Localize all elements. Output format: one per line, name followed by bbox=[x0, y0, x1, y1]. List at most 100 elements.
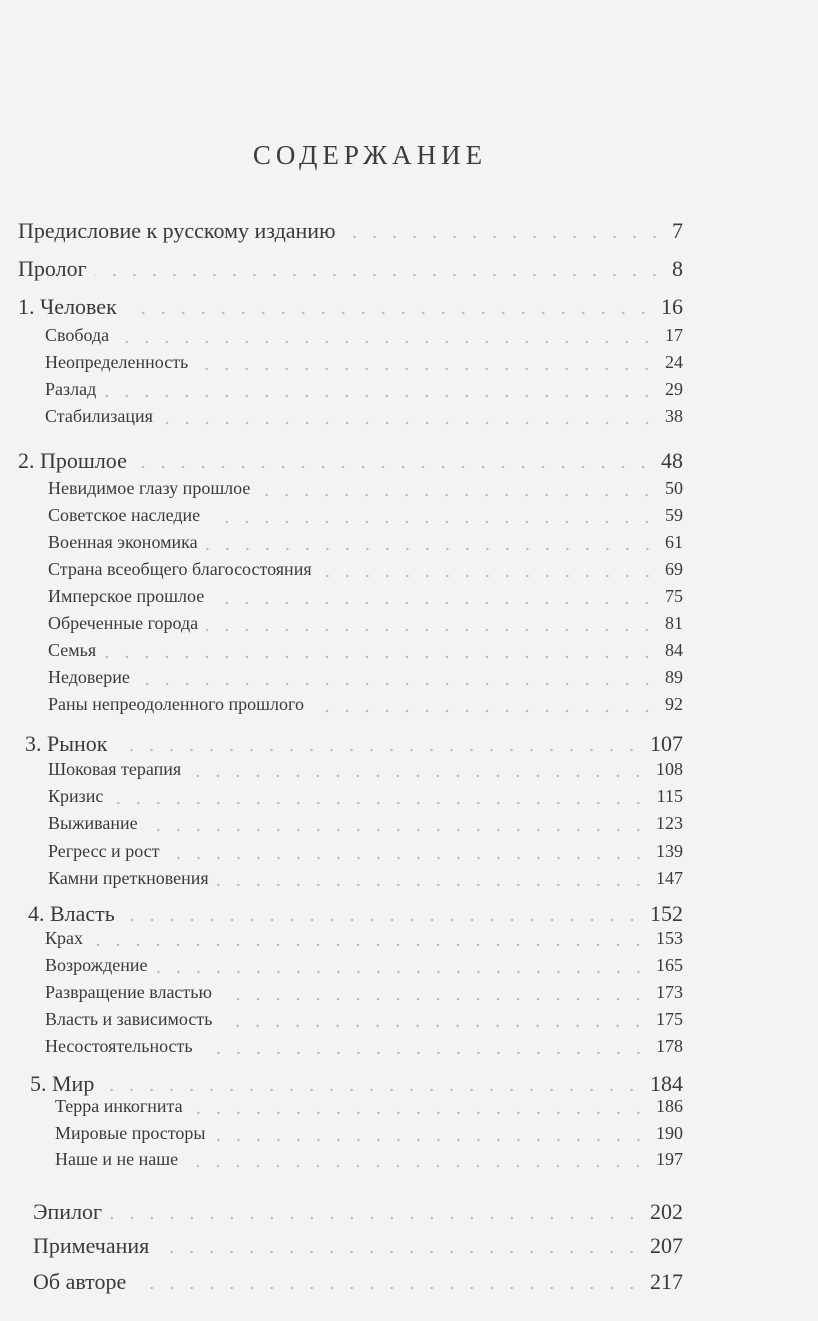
dot-leader bbox=[200, 1050, 648, 1055]
toc-entry-title: Предисловие к русскому изданию bbox=[18, 218, 336, 243]
dot-leader bbox=[104, 654, 657, 659]
toc-entry-page: 29 bbox=[665, 379, 683, 399]
toc-entry-title: Регресс и рост bbox=[48, 841, 160, 861]
toc-entry: Разлад 29 bbox=[45, 379, 683, 400]
toc-entry: Несостоятельность 178 bbox=[45, 1036, 683, 1057]
toc-entry-title: Выживание bbox=[48, 813, 138, 833]
toc-entry: Регресс и рост 139 bbox=[48, 841, 683, 862]
toc-entry-title: Военная экономика bbox=[48, 532, 198, 552]
toc-entry: Невидимое глазу прошлое 50 bbox=[48, 478, 683, 499]
toc-entry-page: 197 bbox=[656, 1149, 683, 1169]
toc-entry-title: Примечания bbox=[33, 1233, 150, 1258]
toc-entry-page: 17 bbox=[665, 325, 683, 345]
toc-entry-title: Несостоятельность bbox=[45, 1036, 193, 1056]
toc-entry-page: 123 bbox=[656, 813, 683, 833]
toc-entry-title: Кризис bbox=[48, 786, 104, 806]
toc-entry-page: 7 bbox=[672, 218, 683, 243]
toc-entry-page: 92 bbox=[665, 694, 683, 714]
dot-leader bbox=[343, 235, 664, 239]
toc-entry-title: Терра инкогнита bbox=[55, 1096, 183, 1116]
toc-entry: Имперское прошлое 75 bbox=[48, 586, 683, 607]
dot-leader bbox=[102, 1088, 642, 1092]
toc-entry: Выживание 123 bbox=[48, 813, 683, 834]
toc-entry-page: 202 bbox=[650, 1199, 683, 1224]
toc-entry-page: 75 bbox=[665, 586, 683, 606]
dot-leader bbox=[137, 681, 657, 686]
dot-leader bbox=[134, 465, 653, 469]
toc-entry-page: 81 bbox=[665, 613, 683, 633]
toc-entry: Наше и не наше 197 bbox=[55, 1149, 683, 1170]
dot-leader bbox=[115, 748, 642, 752]
toc-entry-page: 178 bbox=[656, 1036, 683, 1056]
dot-leader bbox=[186, 1163, 648, 1168]
toc-entry: Свобода 17 bbox=[45, 325, 683, 346]
dot-leader bbox=[110, 1216, 642, 1220]
dot-leader bbox=[160, 420, 657, 425]
toc-entry-title: Крах bbox=[45, 928, 83, 948]
dot-leader bbox=[219, 996, 648, 1001]
toc-entry-title: Советское наследие bbox=[48, 505, 201, 525]
dot-leader bbox=[155, 969, 648, 974]
toc-entry-page: 184 bbox=[650, 1071, 683, 1096]
toc-entry-title: Возрождение bbox=[45, 955, 148, 975]
toc-entry: Кризис 115 bbox=[48, 786, 683, 807]
dot-leader bbox=[220, 1023, 648, 1028]
toc-entry-page: 207 bbox=[650, 1233, 683, 1258]
dot-leader bbox=[216, 882, 648, 887]
toc-entry-page: 107 bbox=[650, 731, 683, 756]
toc-entry-title: Свобода bbox=[45, 325, 110, 345]
toc-entry-page: 108 bbox=[656, 759, 683, 779]
toc-entry-title: Неопределенность bbox=[45, 352, 189, 372]
toc-entry-title: Страна всеобщего благосостояния bbox=[48, 559, 312, 579]
toc-entry-title: Власть и зависимость bbox=[45, 1009, 213, 1029]
toc-entry-page: 48 bbox=[661, 448, 683, 473]
toc-entry: 3. Рынок 107 bbox=[25, 731, 683, 757]
toc-entry-title: Имперское прошлое bbox=[48, 586, 205, 606]
toc-entry-page: 217 bbox=[650, 1269, 683, 1294]
toc-entry: Пролог 8 bbox=[18, 256, 683, 282]
page-title: СОДЕРЖАНИЕ bbox=[252, 140, 488, 170]
toc-entry-title: Семья bbox=[48, 640, 97, 660]
toc-entry-page: 50 bbox=[665, 478, 683, 498]
toc-entry-page: 61 bbox=[665, 532, 683, 552]
dot-leader bbox=[189, 773, 648, 778]
toc-entry: 1. Человек 16 bbox=[18, 294, 683, 320]
toc-entry-title: Разлад bbox=[45, 379, 97, 399]
dot-leader bbox=[104, 393, 657, 398]
toc-entry-title: 3. Рынок bbox=[25, 731, 108, 756]
dot-leader bbox=[91, 942, 648, 947]
toc-entry-page: 38 bbox=[665, 406, 683, 426]
toc-entry: Неопределенность 24 bbox=[45, 352, 683, 373]
toc-entry: Крах 153 bbox=[45, 928, 683, 949]
dot-leader bbox=[122, 918, 642, 922]
dot-leader bbox=[258, 492, 657, 497]
toc-entry: Развращение властью 173 bbox=[45, 982, 683, 1003]
toc-entry-title: Раны непреодоленного прошлого bbox=[48, 694, 304, 714]
toc-entry-title: Обреченные города bbox=[48, 613, 199, 633]
dot-leader bbox=[213, 1137, 648, 1142]
dot-leader bbox=[205, 546, 657, 551]
toc-entry-page: 16 bbox=[661, 294, 683, 319]
toc-entry-title: Пролог bbox=[18, 256, 87, 281]
toc-entry-title: Невидимое глазу прошлое bbox=[48, 478, 251, 498]
toc-entry-page: 173 bbox=[656, 982, 683, 1002]
toc-entry-page: 8 bbox=[672, 256, 683, 281]
dot-leader bbox=[196, 366, 657, 371]
toc-entry-page: 69 bbox=[665, 559, 683, 579]
toc-entry-title: 4. Власть bbox=[28, 901, 115, 926]
dot-leader bbox=[145, 827, 648, 832]
toc-entry-title: Шоковая терапия bbox=[48, 759, 182, 779]
toc-entry: 4. Власть 152 bbox=[28, 901, 683, 927]
toc-entry-page: 147 bbox=[656, 868, 683, 888]
toc-entry-title: Недоверие bbox=[48, 667, 130, 687]
dot-leader bbox=[206, 627, 657, 632]
toc-entry: Возрождение 165 bbox=[45, 955, 683, 976]
toc-entry-page: 165 bbox=[656, 955, 683, 975]
toc-entry-page: 190 bbox=[656, 1123, 683, 1143]
toc-entry: Мировые просторы 190 bbox=[55, 1123, 683, 1144]
toc-entry: Недоверие 89 bbox=[48, 667, 683, 688]
toc-entry-title: Камни преткновения bbox=[48, 868, 209, 888]
toc-entry-page: 153 bbox=[656, 928, 683, 948]
toc-entry: Власть и зависимость 175 bbox=[45, 1009, 683, 1030]
toc-entry: Страна всеобщего благосостояния 69 bbox=[48, 559, 683, 580]
